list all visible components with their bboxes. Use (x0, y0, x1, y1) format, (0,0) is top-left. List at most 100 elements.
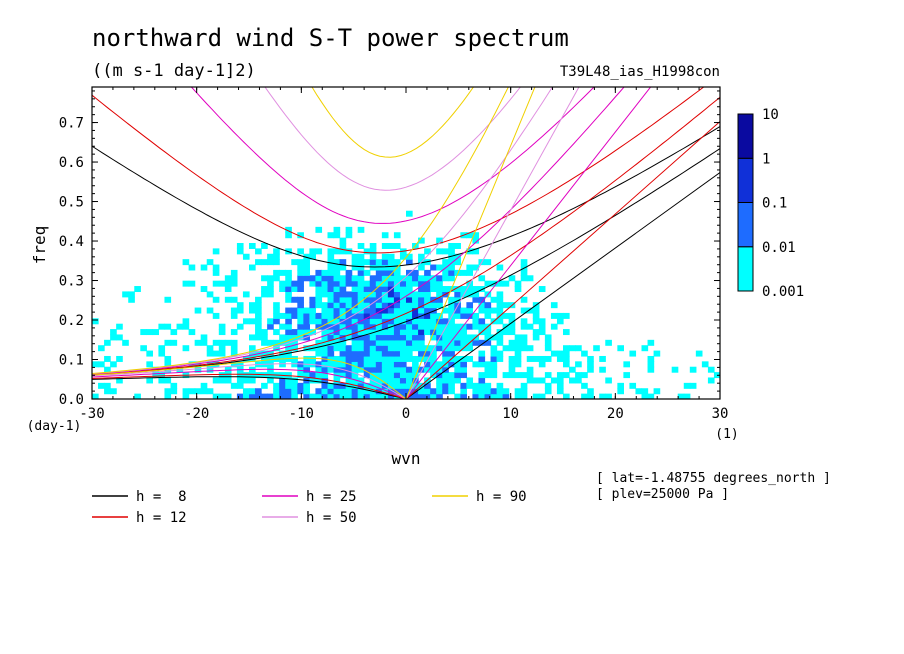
power-cell (224, 275, 232, 282)
power-cell (273, 318, 280, 325)
power-cell (677, 393, 685, 399)
power-cell (399, 318, 407, 325)
power-cell (230, 345, 238, 352)
power-cell (544, 355, 552, 362)
power-cell (442, 339, 449, 346)
power-cell (526, 345, 534, 352)
power-cell (236, 382, 244, 389)
power-cell (363, 350, 371, 357)
power-cell (297, 269, 304, 276)
power-cell (496, 350, 504, 357)
power-cell (412, 361, 419, 368)
power-cell (375, 329, 383, 336)
power-cell (381, 323, 389, 330)
colorbar: 0.001 0.01 0.1 1 10 (737, 107, 804, 300)
power-cell (369, 280, 377, 287)
power-cell (357, 366, 365, 373)
power-cell (110, 361, 117, 368)
power-cell (442, 275, 449, 282)
power-cell (393, 329, 401, 336)
power-cell (387, 253, 395, 260)
power-cell (381, 307, 389, 314)
power-cell (339, 323, 347, 330)
power-cell (369, 291, 377, 298)
power-cell (508, 372, 516, 379)
y-unit-label: (day-1) (27, 419, 82, 434)
power-cell (448, 339, 455, 346)
power-cell (514, 286, 522, 293)
legend-label: h = 90 (476, 489, 527, 505)
power-cell (375, 334, 383, 341)
power-cell (255, 388, 262, 395)
power-cell (267, 350, 274, 357)
power-cell (363, 307, 371, 314)
power-cell (291, 339, 298, 346)
power-cell (291, 361, 298, 368)
power-cell (285, 334, 292, 341)
power-cell (273, 275, 280, 282)
power-cell (671, 366, 679, 373)
power-cell (242, 377, 250, 384)
power-cell (92, 318, 99, 325)
power-cell (418, 302, 425, 309)
power-cell (369, 329, 377, 336)
power-cell (508, 323, 516, 330)
power-cell (375, 372, 383, 379)
power-cell (472, 312, 480, 319)
power-cell (520, 296, 528, 303)
power-cell (351, 393, 359, 399)
power-cell (424, 291, 431, 298)
power-cell (267, 275, 274, 282)
power-cell (454, 372, 461, 379)
power-cell (351, 355, 359, 362)
power-cell (520, 269, 528, 276)
power-cell (502, 302, 510, 309)
power-cell (363, 372, 371, 379)
power-cell (442, 382, 449, 389)
power-cell (363, 259, 371, 266)
power-cell (430, 334, 437, 341)
power-cell (393, 232, 401, 239)
power-cell (285, 291, 292, 298)
power-cell (575, 377, 582, 384)
power-cell (363, 248, 371, 255)
power-cell (333, 226, 341, 233)
power-cell (424, 286, 431, 293)
power-cell (563, 312, 570, 319)
power-cell (424, 329, 431, 336)
power-cell (309, 296, 317, 303)
power-cell (351, 264, 359, 271)
power-cell (369, 307, 377, 314)
power-cell (399, 275, 407, 282)
power-cell (369, 302, 377, 309)
power-cell (381, 355, 389, 362)
power-cell (448, 296, 455, 303)
power-cell (236, 377, 244, 384)
power-cell (448, 253, 455, 260)
power-cell (436, 291, 443, 298)
power-cell (230, 339, 238, 346)
power-cell (406, 355, 413, 362)
power-cell (605, 393, 612, 399)
power-cell (454, 312, 461, 319)
power-cell (550, 312, 558, 319)
power-cell (399, 296, 407, 303)
power-cell (309, 377, 317, 384)
power-cell (218, 329, 226, 336)
power-cell (369, 259, 377, 266)
power-cell (158, 323, 166, 330)
power-cell (581, 382, 588, 389)
power-cell (514, 372, 522, 379)
y-tick-label: 0.6 (59, 155, 84, 171)
power-cell (351, 388, 359, 395)
power-cell (351, 253, 359, 260)
power-cell (526, 377, 534, 384)
mrg-curve (92, 87, 625, 375)
power-cell (381, 372, 389, 379)
power-cell (436, 382, 443, 389)
power-cell (206, 345, 214, 352)
power-cell (406, 323, 413, 330)
power-cell (345, 248, 353, 255)
power-cell (442, 366, 449, 373)
power-cell (375, 286, 383, 293)
